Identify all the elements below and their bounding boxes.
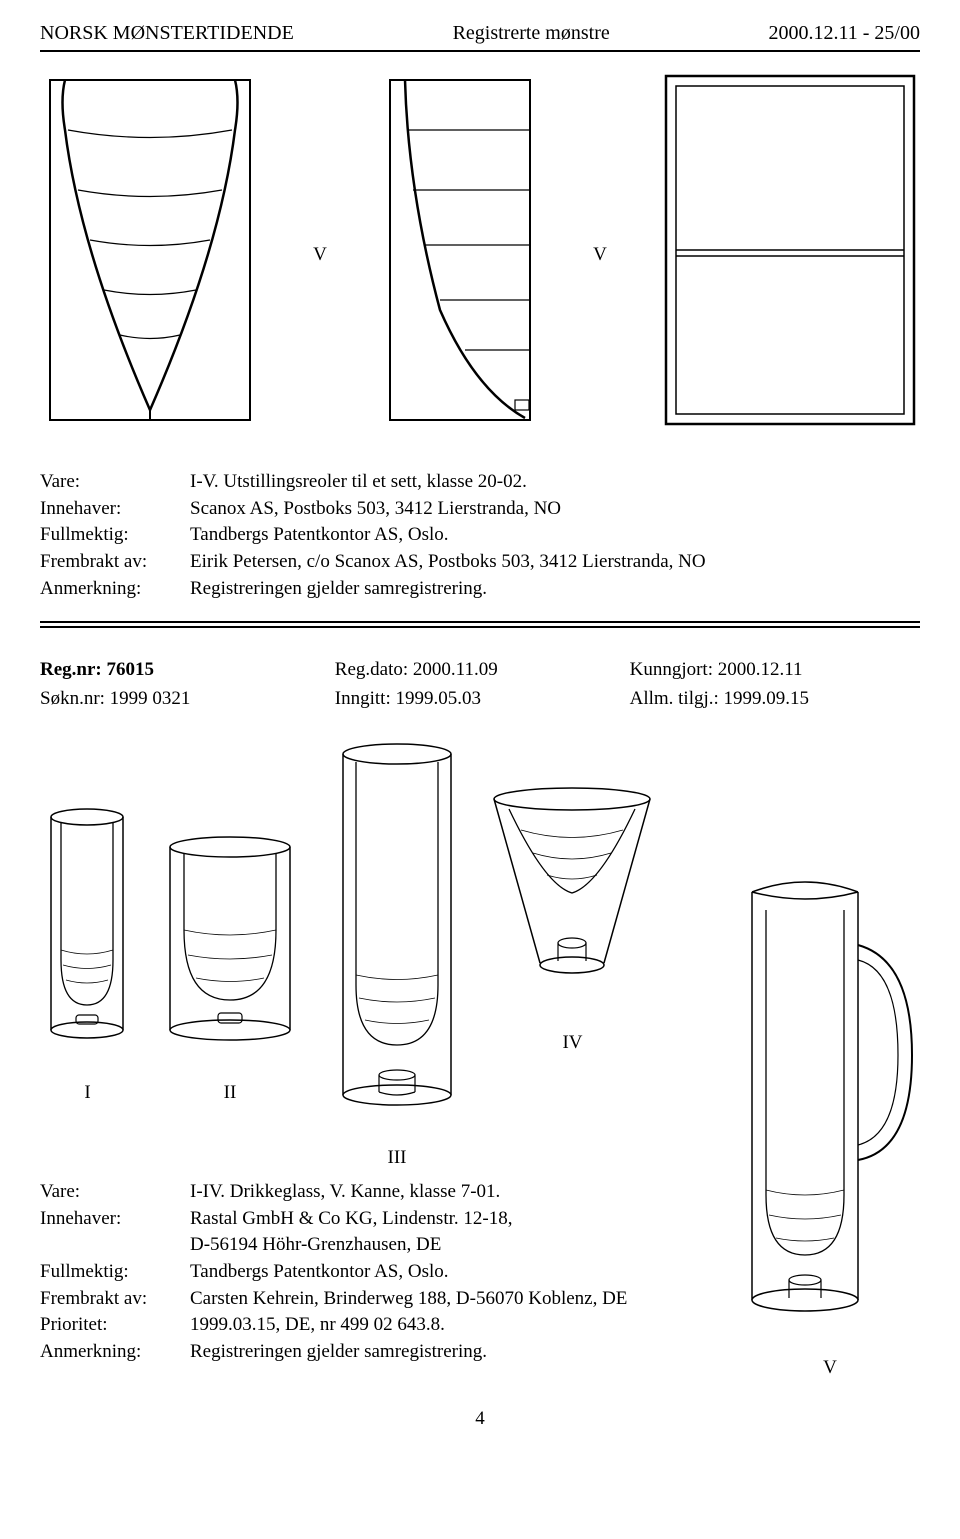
- figure-shelf-side: [380, 70, 540, 440]
- detail-value: Registreringen gjelder samregistrering.: [190, 577, 920, 602]
- inngitt: Inngitt: 1999.05.03: [335, 687, 625, 712]
- detail-row: Frembrakt av: Eirik Petersen, c/o Scanox…: [40, 550, 920, 575]
- detail-label: Frembrakt av:: [40, 1287, 190, 1312]
- header-left: NORSK MØNSTERTIDENDE: [40, 20, 294, 46]
- detail-label: Innehaver:: [40, 497, 190, 522]
- glass-4-slot: IV: [485, 785, 660, 1055]
- detail-row: Anmerkning: Registreringen gjelder samre…: [40, 1340, 710, 1365]
- detail-label: Prioritet:: [40, 1313, 190, 1338]
- reg-dato: Reg.dato: 2000.11.09: [335, 658, 625, 683]
- record-1-details: Vare: I-V. Utstillingsreoler til et sett…: [40, 470, 920, 601]
- registration-block: Reg.nr: 76015 Reg.dato: 2000.11.09 Kunng…: [40, 658, 920, 711]
- detail-row: Vare: I-IV. Drikkeglass, V. Kanne, klass…: [40, 1180, 710, 1205]
- top-label-v1: V: [313, 243, 327, 268]
- detail-row: Vare: I-V. Utstillingsreoler til et sett…: [40, 470, 920, 495]
- glass-2-svg: [160, 835, 300, 1065]
- glasses-figures: I II: [40, 740, 920, 1160]
- glass-3-label: III: [332, 1146, 462, 1171]
- divider-thick: [40, 621, 920, 628]
- detail-value: Eirik Petersen, c/o Scanox AS, Postboks …: [190, 550, 920, 575]
- detail-label: Innehaver:: [40, 1207, 190, 1232]
- detail-value: Scanox AS, Postboks 503, 3412 Lierstrand…: [190, 497, 920, 522]
- shelf-side-svg: [380, 70, 540, 440]
- reg-nr: Reg.nr: 76015: [40, 658, 330, 683]
- glass-4-label: IV: [485, 1031, 660, 1056]
- header-mid: Registrerte mønstre: [453, 20, 610, 46]
- sokn-nr: Søkn.nr: 1999 0321: [40, 687, 330, 712]
- detail-label: [40, 1233, 190, 1258]
- detail-row: D-56194 Höhr-Grenzhausen, DE: [40, 1233, 710, 1258]
- glass-4-svg: [485, 785, 660, 1015]
- detail-value: Tandbergs Patentkontor AS, Oslo.: [190, 523, 920, 548]
- reg-row-1: Reg.nr: 76015 Reg.dato: 2000.11.09 Kunng…: [40, 658, 920, 683]
- detail-label: Vare:: [40, 470, 190, 495]
- reg-row-2: Søkn.nr: 1999 0321 Inngitt: 1999.05.03 A…: [40, 687, 920, 712]
- header-right: 2000.12.11 - 25/00: [769, 20, 920, 46]
- glass-3-slot: III: [332, 740, 462, 1170]
- record-2-details: Vare: I-IV. Drikkeglass, V. Kanne, klass…: [40, 1180, 710, 1367]
- detail-row: Prioritet: 1999.03.15, DE, nr 499 02 643…: [40, 1313, 710, 1338]
- detail-row: Fullmektig: Tandbergs Patentkontor AS, O…: [40, 1260, 710, 1285]
- glass-1-label: I: [40, 1081, 135, 1106]
- top-label-v2: V: [593, 243, 607, 268]
- detail-value: Registreringen gjelder samregistrering.: [190, 1340, 710, 1365]
- detail-value: 1999.03.15, DE, nr 499 02 643.8.: [190, 1313, 710, 1338]
- detail-value: D-56194 Höhr-Grenzhausen, DE: [190, 1233, 710, 1258]
- pitcher-label: V: [740, 1356, 920, 1381]
- page-number: 4: [40, 1407, 920, 1432]
- page-header: NORSK MØNSTERTIDENDE Registrerte mønstre…: [40, 20, 920, 52]
- figure-shelf-front: [40, 70, 260, 440]
- detail-value: Rastal GmbH & Co KG, Lindenstr. 12-18,: [190, 1207, 710, 1232]
- detail-value: I-V. Utstillingsreoler til et sett, klas…: [190, 470, 920, 495]
- detail-row: Fullmektig: Tandbergs Patentkontor AS, O…: [40, 523, 920, 548]
- glass-3-svg: [332, 740, 462, 1130]
- detail-label: Anmerkning:: [40, 1340, 190, 1365]
- glass-1-svg: [40, 805, 135, 1065]
- figure-shelf-back: [660, 70, 920, 430]
- detail-value: Carsten Kehrein, Brinderweg 188, D-56070…: [190, 1287, 710, 1312]
- detail-label: Anmerkning:: [40, 577, 190, 602]
- detail-label: Vare:: [40, 1180, 190, 1205]
- shelf-front-svg: [40, 70, 260, 440]
- glass-2-slot: II: [160, 835, 300, 1105]
- detail-value: I-IV. Drikkeglass, V. Kanne, klasse 7-01…: [190, 1180, 710, 1205]
- detail-row: Innehaver: Rastal GmbH & Co KG, Lindenst…: [40, 1207, 710, 1232]
- glass-1-slot: I: [40, 805, 135, 1105]
- shelf-back-svg: [660, 70, 920, 430]
- detail-row: Innehaver: Scanox AS, Postboks 503, 3412…: [40, 497, 920, 522]
- allm-tilgj: Allm. tilgj.: 1999.09.15: [630, 687, 920, 712]
- detail-label: Fullmektig:: [40, 1260, 190, 1285]
- top-figures-row: V V: [40, 70, 920, 440]
- bottom-row: Vare: I-IV. Drikkeglass, V. Kanne, klass…: [40, 1180, 920, 1387]
- reg-kunngjort: Kunngjort: 2000.12.11: [630, 658, 920, 683]
- glass-2-label: II: [160, 1081, 300, 1106]
- detail-row: Anmerkning: Registreringen gjelder samre…: [40, 577, 920, 602]
- detail-label: Fullmektig:: [40, 523, 190, 548]
- detail-row: Frembrakt av: Carsten Kehrein, Brinderwe…: [40, 1287, 710, 1312]
- detail-label: Frembrakt av:: [40, 550, 190, 575]
- detail-value: Tandbergs Patentkontor AS, Oslo.: [190, 1260, 710, 1285]
